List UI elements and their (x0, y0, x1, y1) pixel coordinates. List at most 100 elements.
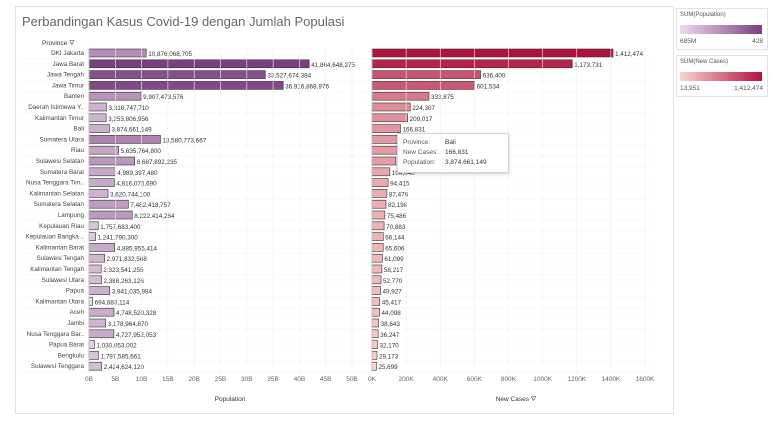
population-bar[interactable] (88, 329, 115, 339)
cases-bar[interactable] (371, 81, 475, 90)
population-value-label: 1,757,683,400 (100, 224, 141, 231)
population-bar[interactable] (88, 156, 135, 166)
population-bar[interactable] (88, 307, 115, 317)
cases-bar[interactable] (371, 145, 398, 155)
population-bar[interactable] (88, 264, 102, 274)
cases-bar[interactable] (371, 243, 384, 252)
population-bar[interactable] (88, 199, 129, 209)
population-bar[interactable] (88, 221, 99, 231)
population-bar[interactable] (88, 286, 111, 295)
cases-bar[interactable] (371, 340, 378, 349)
province-label[interactable]: Kepulauan Bangka .. (26, 234, 85, 241)
population-bar[interactable] (88, 243, 116, 252)
cases-bar[interactable] (371, 264, 383, 274)
province-label[interactable]: Sulawesi Tengah (37, 255, 85, 262)
population-bar[interactable] (88, 167, 116, 177)
population-bar[interactable] (88, 135, 161, 144)
population-bar[interactable] (88, 210, 133, 220)
population-bar[interactable] (88, 340, 95, 349)
province-label[interactable]: Kalimantan Selatan (29, 190, 84, 197)
province-label[interactable]: Jambi (67, 320, 84, 327)
cases-legend[interactable]: SUM(New Cases) 13,951 1,412,474 (676, 55, 768, 97)
province-label[interactable]: DKI Jakarta (51, 50, 84, 57)
cases-bar[interactable] (371, 70, 481, 79)
province-label[interactable]: Sumatera Barat (40, 169, 84, 176)
population-bar[interactable] (88, 113, 107, 123)
province-label[interactable]: Papua Barat (49, 342, 84, 349)
cases-bar[interactable] (371, 156, 397, 166)
cases-bar[interactable] (371, 59, 573, 69)
cases-bar[interactable] (371, 91, 430, 101)
cases-value-label: 49,927 (383, 289, 403, 296)
province-label[interactable]: Papua (66, 288, 85, 295)
population-bar[interactable] (88, 253, 105, 263)
province-label[interactable]: Jawa Tengah (47, 72, 84, 79)
cases-bar[interactable] (371, 189, 388, 198)
province-label[interactable]: Sumatera Selatan (34, 201, 85, 208)
province-label[interactable]: Jawa Timur (52, 82, 84, 89)
population-axis-title: Population (215, 396, 246, 403)
province-label[interactable]: Jawa Barat (53, 61, 85, 68)
cases-bar[interactable] (371, 253, 383, 263)
cases-bar[interactable] (371, 124, 401, 133)
province-label[interactable]: Bengkulu (58, 352, 85, 359)
province-label[interactable]: Aceh (70, 309, 85, 316)
province-label[interactable]: Nusa Tenggara Bar.. (27, 331, 85, 338)
province-label[interactable]: Sumatera Utara (40, 136, 85, 143)
population-bar[interactable] (88, 361, 103, 371)
cases-bar[interactable] (371, 275, 382, 285)
population-legend[interactable]: SUM(Population) 685M 428 (676, 8, 768, 50)
province-label[interactable]: Kalimantan Barat (36, 244, 85, 251)
province-label[interactable]: Nusa Tenggara Tim.. (26, 180, 84, 187)
population-bar[interactable] (88, 124, 110, 133)
cases-bar[interactable] (371, 113, 408, 123)
province-label[interactable]: Kalimantan Utara (35, 298, 84, 305)
population-bar[interactable] (88, 232, 96, 241)
province-header[interactable]: Province ⛛ (42, 40, 75, 47)
cases-bar[interactable] (371, 286, 381, 295)
population-bar[interactable] (88, 297, 93, 306)
province-label[interactable]: Banten (64, 93, 84, 100)
province-label[interactable]: Kepulauan Riau (39, 223, 84, 230)
population-bar[interactable] (88, 81, 284, 90)
cases-bar[interactable] (371, 307, 380, 317)
province-label[interactable]: Daerah Istimewa Y.. (28, 104, 84, 111)
province-label[interactable]: Sulawesi Tenggara (31, 363, 85, 370)
cases-bar[interactable] (371, 102, 411, 112)
cases-value-label: 61,099 (384, 256, 404, 263)
cases-axis-title[interactable]: New Cases ⛛ (496, 396, 537, 403)
province-label[interactable]: Kalimantan Timur (35, 115, 84, 122)
province-label[interactable]: Riau (71, 147, 84, 154)
province-label[interactable]: Bali (74, 126, 85, 133)
population-value-label: 694,883,114 (95, 299, 130, 306)
population-bar[interactable] (88, 59, 310, 69)
cases-bar[interactable] (371, 232, 384, 241)
population-bar[interactable] (88, 102, 107, 112)
cases-bar[interactable] (371, 199, 387, 209)
cases-bar[interactable] (371, 351, 378, 360)
cases-bar[interactable] (371, 318, 379, 328)
population-bar[interactable] (88, 48, 147, 58)
cases-value-label: 333,875 (431, 94, 454, 101)
province-label[interactable]: Kalimantan Tengah (30, 266, 84, 273)
cases-bar[interactable] (371, 210, 386, 220)
cases-value-label: 104,640 (392, 170, 415, 177)
cases-bar[interactable] (371, 297, 381, 306)
cases-bar[interactable] (371, 221, 385, 231)
province-label[interactable]: Sulawesi Selatan (36, 158, 85, 165)
population-bar[interactable] (88, 189, 109, 198)
cases-bar[interactable] (371, 135, 400, 144)
province-label[interactable]: Sulawesi Utara (42, 277, 85, 284)
population-bar[interactable] (88, 275, 102, 285)
cases-bar[interactable] (371, 361, 377, 371)
population-bar[interactable] (88, 351, 99, 360)
cases-bar[interactable] (371, 167, 391, 177)
population-bar[interactable] (88, 145, 119, 155)
province-label[interactable]: Lampung (58, 212, 85, 219)
population-bar[interactable] (88, 318, 107, 328)
population-bar[interactable] (88, 178, 115, 187)
population-tick-label: 35B (267, 376, 279, 383)
cases-bar[interactable] (371, 329, 379, 339)
cases-bar[interactable] (371, 178, 389, 187)
